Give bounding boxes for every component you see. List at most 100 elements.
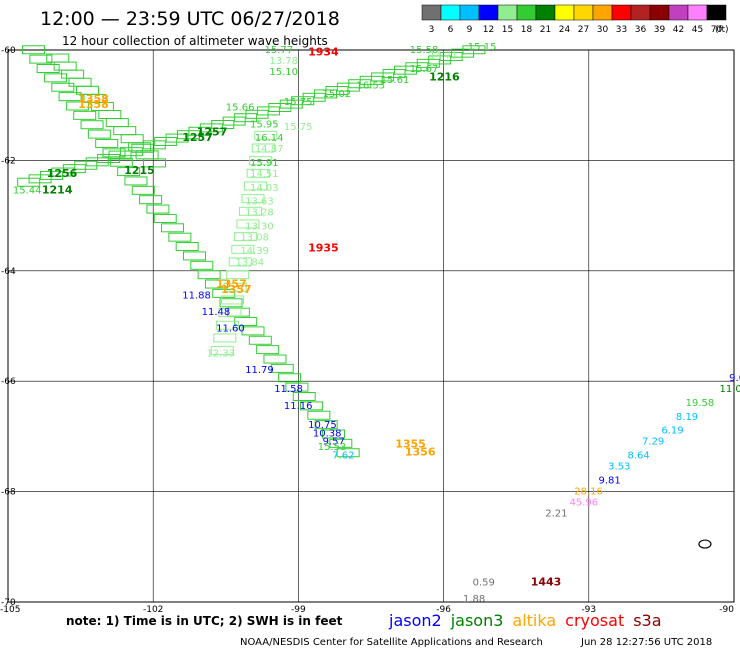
colorbar-swatch xyxy=(554,4,575,21)
track-mark xyxy=(161,223,185,233)
wave-height-label: 13.28 xyxy=(245,208,274,219)
wave-height-label: 16.53 xyxy=(356,81,385,92)
wave-height-label: 3.53 xyxy=(608,462,630,473)
latitude-tick-label: -62 xyxy=(1,156,16,166)
track-mark xyxy=(139,195,163,205)
track-mark xyxy=(68,77,92,87)
track-mark xyxy=(105,118,129,128)
track-mark xyxy=(246,168,270,178)
track-mark xyxy=(80,120,104,130)
longitude-tick-label: -102 xyxy=(143,605,163,615)
wave-height-label: 9.57 xyxy=(323,437,345,448)
wave-height-label: 16.14 xyxy=(255,133,284,144)
wave-height-label: 14.03 xyxy=(250,183,279,194)
wave-height-points: 15.15 15.58 15.77 14.71 13.78 15.67 15.10 15.61… xyxy=(13,42,740,605)
wave-height-label: 7.29 xyxy=(642,437,664,448)
colorbar-swatch xyxy=(440,4,461,21)
track-mark xyxy=(87,129,111,139)
colorbar-tick-label: 39 xyxy=(654,25,666,35)
wave-height-label: 15.77 xyxy=(265,45,294,56)
track-mark xyxy=(146,204,170,214)
plot-area: 15.15 15.58 15.77 14.71 13.78 15.67 15.10 15.61… xyxy=(7,42,740,605)
track-mark xyxy=(190,260,214,270)
wave-height-label: 13.08 xyxy=(240,232,269,243)
wave-height-label: 15.61 xyxy=(381,75,410,86)
track-mark xyxy=(120,134,144,144)
colorbar-tick-label: 27 xyxy=(578,25,589,35)
track-mark xyxy=(236,219,260,229)
track-upper-left xyxy=(46,53,167,168)
colorbar-tick-label: 70 xyxy=(711,25,723,35)
wave-height-label: 15.02 xyxy=(323,89,352,100)
colorbar-swatch xyxy=(478,4,499,21)
track-mark xyxy=(336,448,360,458)
track-mark xyxy=(175,242,199,252)
satellite-legend-jason3: jason3 xyxy=(450,611,504,630)
track-mark xyxy=(213,333,237,343)
track-mark xyxy=(204,279,228,289)
footer-credit: NOAA/NESDIS Center for Satellite Applica… xyxy=(240,637,543,648)
longitude-tick-label: -105 xyxy=(0,605,20,615)
wave-height-label: 11.16 xyxy=(284,401,313,412)
wave-height-label: 11.58 xyxy=(274,384,303,395)
track-mark xyxy=(36,64,60,74)
colorbar-swatch xyxy=(497,4,518,21)
colorbar-swatch xyxy=(421,4,442,21)
colorbar-tick-label: 18 xyxy=(521,25,533,35)
colorbar-swatch xyxy=(592,4,613,21)
colorbar-tick-label: 36 xyxy=(635,25,647,35)
track-mark xyxy=(321,429,345,439)
wave-height-label: 0.59 xyxy=(473,577,495,588)
track-mark xyxy=(223,282,247,292)
track-mark xyxy=(256,345,280,355)
track-mark xyxy=(249,156,273,166)
track-mark xyxy=(73,110,97,120)
track-mark xyxy=(300,401,324,411)
time-label: 1214 xyxy=(42,184,73,197)
colorbar-swatch xyxy=(611,4,632,21)
track-mark xyxy=(307,410,331,420)
track-mark xyxy=(241,326,265,336)
wave-height-label: 11.79 xyxy=(245,365,274,376)
colorbar-tick-label: 3 xyxy=(429,25,435,35)
track-mark xyxy=(197,270,221,280)
wave-height-label: 15.66 xyxy=(226,103,255,114)
track-n-s xyxy=(210,130,278,356)
longitude-ticks: -105 -102 -99 -96 -93 -90 xyxy=(0,605,734,615)
wave-height-label: 10.75 xyxy=(308,420,337,431)
latitude-tick-label: -60 xyxy=(1,46,16,56)
track-mark xyxy=(210,346,234,356)
wave-height-label: 15.10 xyxy=(269,67,298,78)
time-label: 1356 xyxy=(405,446,436,459)
track-nw-se xyxy=(22,45,360,458)
wave-height-label: 7.62 xyxy=(332,450,354,461)
wave-height-label: 15.15 xyxy=(468,42,497,53)
wave-height-label: 13.63 xyxy=(245,197,274,208)
wave-height-label: 11.04 xyxy=(719,384,740,395)
track-mark xyxy=(251,143,275,153)
colorbar-swatch xyxy=(706,4,727,21)
track-mark xyxy=(124,176,148,186)
track-mark xyxy=(153,213,177,223)
track-mark xyxy=(285,382,309,392)
track-mark xyxy=(292,391,316,401)
wave-height-label: 45.96 xyxy=(569,497,598,508)
colorbar-swatch xyxy=(573,4,594,21)
track-mark xyxy=(29,54,53,64)
wave-height-label: 9.81 xyxy=(598,475,620,486)
colorbar-tick-label: 15 xyxy=(502,25,513,35)
satellite-legend-jason2: jason2 xyxy=(388,611,442,630)
track-mark xyxy=(278,373,302,383)
wave-height-label: 8.64 xyxy=(628,450,650,461)
track-mark xyxy=(117,167,141,177)
colorbar-swatch xyxy=(630,4,651,21)
track-mark xyxy=(218,308,242,318)
wave-height-label: 14.39 xyxy=(240,246,269,257)
time-label: 1257 xyxy=(182,131,213,144)
wave-height-label: 15.67 xyxy=(410,64,439,75)
satellite-legend-s3a: s3a xyxy=(633,611,661,630)
longitude-tick-label: -93 xyxy=(581,605,596,615)
time-label: 1357 xyxy=(221,283,252,296)
longitude-tick-label: -99 xyxy=(291,605,306,615)
wave-height-label: 14.51 xyxy=(250,169,279,180)
